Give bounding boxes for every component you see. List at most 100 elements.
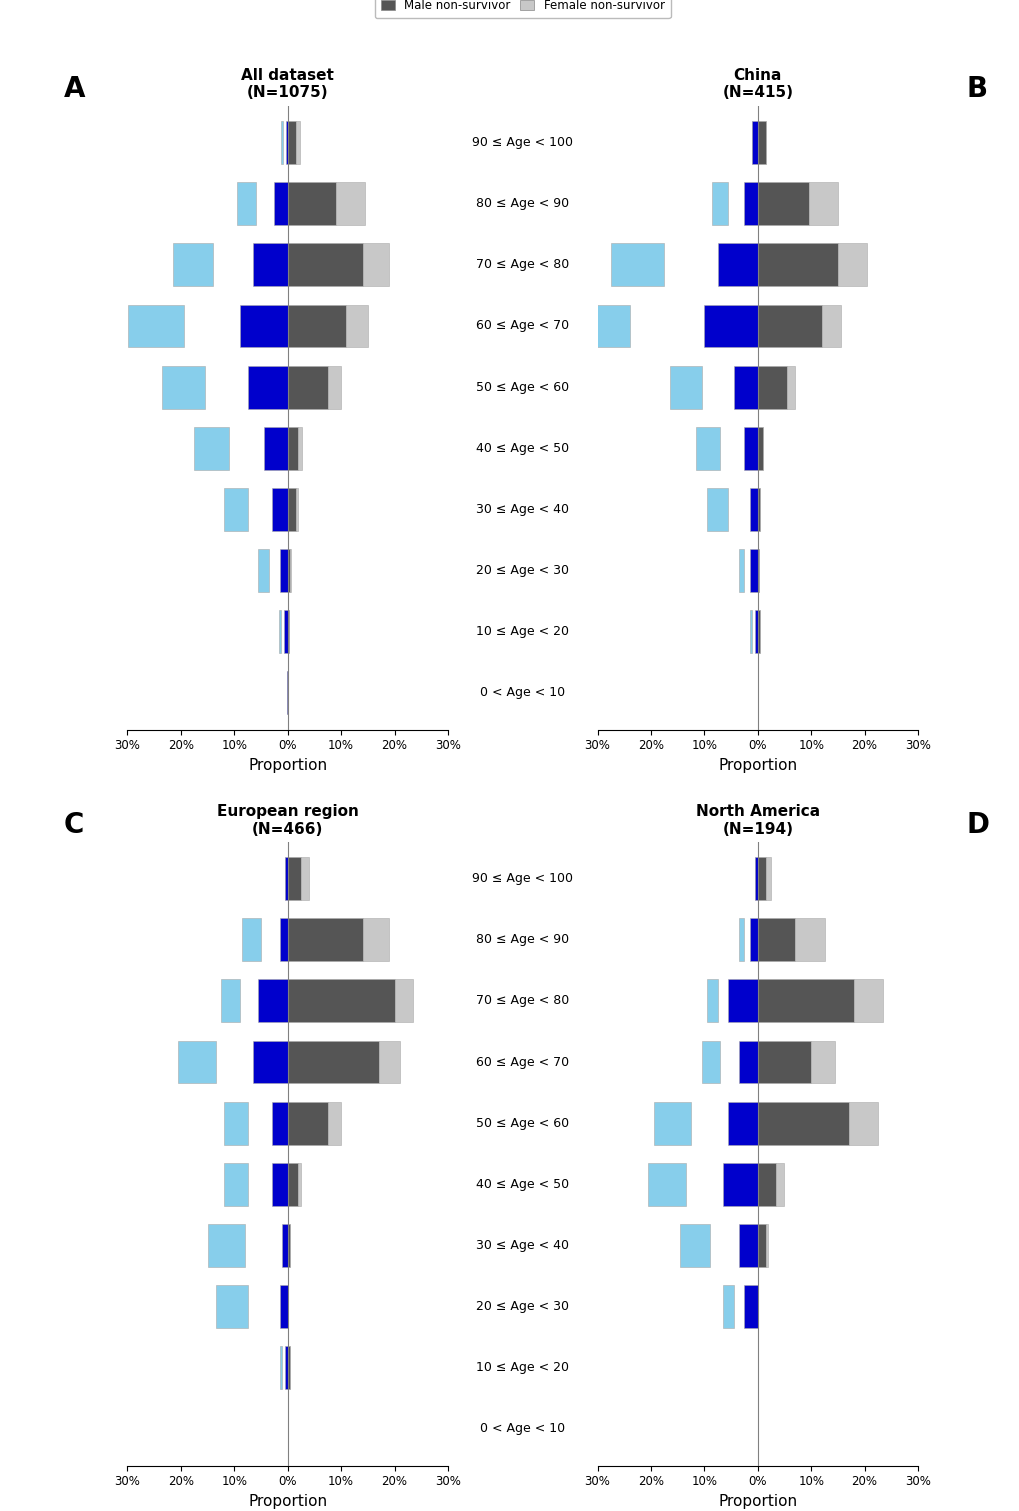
Bar bbox=[749, 488, 757, 530]
Bar bbox=[290, 548, 291, 592]
Bar bbox=[279, 548, 287, 592]
Bar bbox=[162, 366, 205, 408]
Bar bbox=[287, 366, 327, 408]
Legend: Male survivor, Male non-survivor, Female survivor, Female non-survivor: Male survivor, Male non-survivor, Female… bbox=[374, 0, 671, 18]
Bar bbox=[287, 1163, 299, 1206]
Title: China
(N=415): China (N=415) bbox=[721, 68, 793, 100]
Bar bbox=[749, 610, 752, 653]
Bar bbox=[221, 979, 239, 1023]
Bar bbox=[610, 243, 663, 286]
Bar bbox=[271, 1163, 287, 1206]
Bar bbox=[757, 610, 760, 653]
Bar bbox=[757, 243, 837, 286]
Bar bbox=[757, 857, 765, 901]
Text: D: D bbox=[965, 811, 988, 839]
Text: 30 ≤ Age < 40: 30 ≤ Age < 40 bbox=[476, 503, 569, 515]
Bar bbox=[287, 243, 362, 286]
Bar bbox=[287, 857, 301, 901]
Bar bbox=[271, 488, 287, 530]
Bar bbox=[278, 610, 281, 653]
Bar bbox=[711, 183, 728, 225]
Bar bbox=[808, 183, 837, 225]
Bar bbox=[287, 426, 299, 470]
Bar bbox=[739, 1041, 757, 1083]
Bar bbox=[194, 426, 228, 470]
Text: 80 ≤ Age < 90: 80 ≤ Age < 90 bbox=[476, 196, 569, 210]
Bar bbox=[739, 548, 744, 592]
Bar bbox=[744, 426, 757, 470]
Bar bbox=[258, 979, 287, 1023]
Bar bbox=[284, 857, 287, 901]
Bar bbox=[775, 1163, 784, 1206]
Bar bbox=[335, 183, 365, 225]
Bar bbox=[810, 1041, 835, 1083]
Bar bbox=[327, 1102, 340, 1145]
Bar bbox=[837, 243, 866, 286]
Bar bbox=[173, 243, 213, 286]
Bar bbox=[239, 305, 287, 348]
Text: 60 ≤ Age < 70: 60 ≤ Age < 70 bbox=[476, 319, 569, 332]
Bar bbox=[287, 183, 335, 225]
Bar bbox=[287, 1224, 290, 1266]
Text: 90 ≤ Age < 100: 90 ≤ Age < 100 bbox=[472, 136, 573, 150]
Text: 80 ≤ Age < 90: 80 ≤ Age < 90 bbox=[476, 934, 569, 946]
Bar bbox=[378, 1041, 399, 1083]
Bar bbox=[757, 1041, 810, 1083]
Bar bbox=[749, 548, 757, 592]
Title: European region
(N=466): European region (N=466) bbox=[217, 804, 359, 837]
Bar bbox=[706, 979, 717, 1023]
Bar bbox=[223, 488, 248, 530]
Text: 20 ≤ Age < 30: 20 ≤ Age < 30 bbox=[476, 564, 569, 577]
Text: 10 ≤ Age < 20: 10 ≤ Age < 20 bbox=[476, 1361, 569, 1375]
Bar bbox=[346, 305, 368, 348]
Bar bbox=[744, 183, 757, 225]
Title: North America
(N=194): North America (N=194) bbox=[695, 804, 819, 837]
Bar bbox=[284, 1346, 287, 1389]
Bar bbox=[696, 426, 719, 470]
Bar bbox=[279, 919, 287, 961]
X-axis label: Proportion: Proportion bbox=[248, 1494, 327, 1509]
Bar bbox=[127, 305, 183, 348]
Bar bbox=[362, 243, 389, 286]
Bar bbox=[744, 1286, 757, 1328]
Bar bbox=[757, 979, 853, 1023]
Bar bbox=[296, 488, 299, 530]
Bar bbox=[327, 366, 340, 408]
Bar bbox=[283, 610, 287, 653]
Bar bbox=[554, 305, 629, 348]
Bar bbox=[765, 1224, 767, 1266]
Bar bbox=[739, 919, 744, 961]
Bar bbox=[258, 548, 269, 592]
Bar bbox=[253, 243, 287, 286]
Bar bbox=[739, 1224, 757, 1266]
Bar bbox=[853, 979, 882, 1023]
Bar bbox=[757, 548, 758, 592]
X-axis label: Proportion: Proportion bbox=[717, 1494, 797, 1509]
Text: 20 ≤ Age < 30: 20 ≤ Age < 30 bbox=[476, 1299, 569, 1313]
Bar bbox=[282, 1224, 287, 1266]
Bar bbox=[706, 488, 728, 530]
Text: A: A bbox=[63, 74, 85, 103]
Bar bbox=[757, 919, 795, 961]
Text: 0 < Age < 10: 0 < Age < 10 bbox=[480, 686, 565, 700]
Bar bbox=[717, 243, 757, 286]
Bar bbox=[704, 305, 757, 348]
Text: 50 ≤ Age < 60: 50 ≤ Age < 60 bbox=[476, 1117, 569, 1130]
Bar bbox=[757, 488, 760, 530]
Bar bbox=[287, 610, 289, 653]
Bar bbox=[223, 1163, 248, 1206]
Bar bbox=[271, 1102, 287, 1145]
Bar bbox=[701, 1041, 719, 1083]
Bar bbox=[287, 548, 290, 592]
Bar bbox=[757, 366, 787, 408]
Bar bbox=[301, 857, 309, 901]
Text: 10 ≤ Age < 20: 10 ≤ Age < 20 bbox=[476, 626, 569, 638]
Text: 30 ≤ Age < 40: 30 ≤ Age < 40 bbox=[476, 1239, 569, 1253]
Bar bbox=[653, 1102, 690, 1145]
Bar bbox=[287, 488, 296, 530]
Bar bbox=[362, 919, 389, 961]
Bar bbox=[754, 610, 757, 653]
Bar bbox=[287, 305, 346, 348]
Bar bbox=[274, 183, 287, 225]
Bar bbox=[757, 183, 808, 225]
